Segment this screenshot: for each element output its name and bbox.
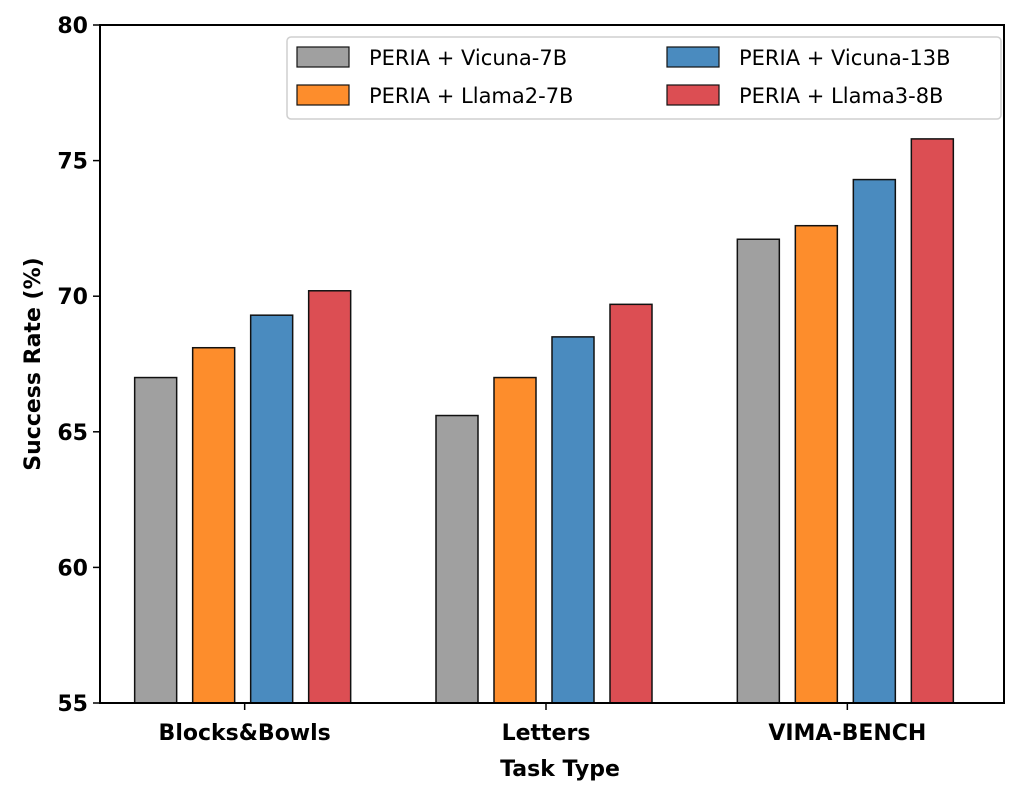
bar-blocks-bowls-series-2 bbox=[191, 346, 236, 704]
legend: PERIA + Vicuna-7B PERIA + Llama2-7B PERIA … bbox=[286, 36, 1002, 120]
bar-vima-bench-series-2 bbox=[794, 224, 839, 704]
legend-swatch bbox=[666, 46, 720, 68]
legend-swatch bbox=[666, 84, 720, 106]
y-tick-label: 60 bbox=[57, 556, 88, 581]
bar-letters-series-4 bbox=[609, 303, 653, 704]
y-tick-label: 70 bbox=[57, 285, 88, 310]
bar-blocks-bowls-series-1 bbox=[133, 376, 178, 704]
legend-swatch bbox=[296, 84, 350, 106]
bar-vima-bench-series-4 bbox=[910, 138, 955, 704]
y-tick-label: 80 bbox=[57, 14, 88, 39]
x-tick-label: Letters bbox=[502, 721, 591, 746]
bar-blocks-bowls-series-4 bbox=[307, 290, 352, 704]
legend-swatch bbox=[296, 46, 350, 68]
bar-letters-series-1 bbox=[435, 414, 479, 704]
bars-layer bbox=[133, 138, 955, 704]
plot-frame bbox=[99, 24, 1005, 704]
legend-box bbox=[286, 36, 1002, 120]
y-tick-label: 55 bbox=[57, 692, 88, 717]
bar-vima-bench-series-3 bbox=[852, 178, 897, 704]
y-tick-label: 75 bbox=[57, 150, 88, 175]
legend-label: PERIA + Llama2-7B bbox=[369, 84, 573, 108]
bar-vima-bench-series-1 bbox=[736, 238, 781, 704]
y-tick-label: 65 bbox=[57, 421, 88, 446]
x-axis: Blocks&Bowls Letters VIMA-BENCH bbox=[159, 703, 926, 746]
bar-letters-series-2 bbox=[493, 376, 537, 704]
legend-label: PERIA + Llama3-8B bbox=[739, 84, 943, 108]
legend-label: PERIA + Vicuna-7B bbox=[369, 46, 567, 70]
y-axis-title: Success Rate (%) bbox=[21, 257, 46, 470]
x-tick-label: Blocks&Bowls bbox=[159, 721, 331, 746]
bar-letters-series-3 bbox=[551, 336, 595, 704]
x-axis-title: Task Type bbox=[500, 757, 620, 782]
legend-label: PERIA + Vicuna-13B bbox=[739, 46, 951, 70]
y-axis: 55 60 65 70 75 80 bbox=[57, 14, 100, 717]
x-tick-label: VIMA-BENCH bbox=[768, 721, 926, 746]
bar-blocks-bowls-series-3 bbox=[249, 314, 294, 704]
